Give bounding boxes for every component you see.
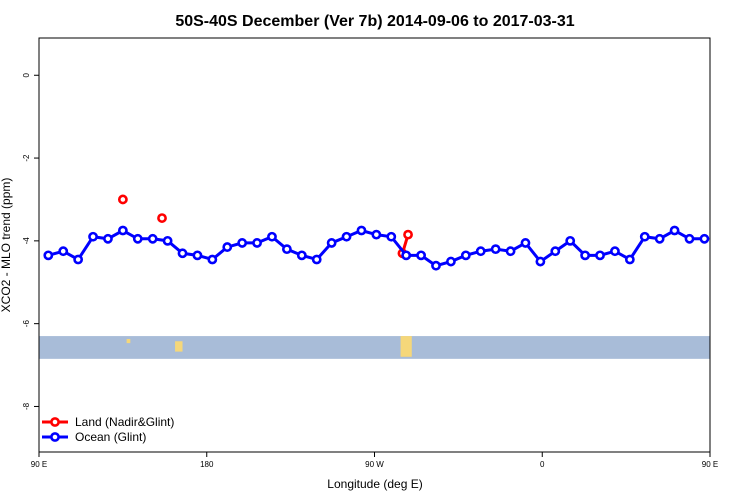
x-axis-label: Longitude (deg E) xyxy=(327,477,422,491)
data-point xyxy=(281,244,292,255)
data-point xyxy=(475,246,486,257)
y-tick-label: -2 xyxy=(22,154,31,162)
data-point xyxy=(296,250,307,261)
data-point xyxy=(177,248,188,259)
plot-area-frame xyxy=(38,37,711,453)
data-point xyxy=(639,231,650,242)
data-point xyxy=(162,235,173,246)
legend-label: Ocean (Glint) xyxy=(75,430,146,444)
map-land-patch xyxy=(400,336,412,357)
y-tick-label: -8 xyxy=(22,402,31,410)
legend: Land (Nadir&Glint)Ocean (Glint) xyxy=(42,415,174,444)
y-axis: 0 -2 -4 -6 -8 xyxy=(22,72,39,410)
data-point xyxy=(610,246,620,257)
data-point xyxy=(88,231,98,242)
x-tick-label: 90 E xyxy=(31,460,47,469)
data-point xyxy=(431,260,441,271)
data-point xyxy=(460,250,471,261)
map-ocean xyxy=(39,336,710,359)
y-axis-label: XCO2 - MLO trend (ppm) xyxy=(0,178,13,313)
data-point xyxy=(267,231,277,242)
data-point xyxy=(416,250,426,261)
x-tick-label: 180 xyxy=(200,460,214,469)
data-point xyxy=(490,244,501,255)
data-point xyxy=(403,229,413,240)
x-tick-label: 90 W xyxy=(365,460,384,469)
data-point xyxy=(669,225,680,236)
data-point xyxy=(654,233,665,244)
map-strip xyxy=(39,336,710,359)
x-tick-label: 0 xyxy=(540,460,545,469)
x-axis: 90 E 180 90 W 0 90 E xyxy=(31,452,718,469)
map-land-patch xyxy=(126,338,131,344)
legend-label: Land (Nadir&Glint) xyxy=(75,415,174,429)
data-point xyxy=(326,238,337,248)
data-point xyxy=(117,225,128,236)
y-tick-label: 0 xyxy=(22,72,31,77)
data-point xyxy=(132,233,143,244)
data-point xyxy=(73,254,84,265)
data-point xyxy=(147,233,158,244)
data-point xyxy=(58,246,69,257)
data-point xyxy=(311,254,322,265)
data-point xyxy=(580,250,591,261)
data-point xyxy=(386,231,397,242)
data-point xyxy=(446,256,456,267)
data-point xyxy=(505,246,516,257)
data-point xyxy=(192,250,203,261)
y-tick-label: -4 xyxy=(22,237,31,245)
data-point xyxy=(222,242,233,252)
data-point xyxy=(157,213,167,223)
data-point xyxy=(520,238,531,248)
legend-swatch-marker xyxy=(50,417,60,427)
legend-swatch-marker xyxy=(50,432,60,442)
data-point xyxy=(550,246,561,257)
data-point xyxy=(684,233,695,244)
data-point xyxy=(401,250,412,261)
data-point xyxy=(535,256,546,267)
data-point xyxy=(341,231,352,242)
data-point xyxy=(356,225,367,236)
data-point xyxy=(595,250,605,261)
data-point xyxy=(624,254,635,265)
map-land-patch xyxy=(175,341,183,352)
y-tick-label: -6 xyxy=(22,320,31,328)
data-point xyxy=(43,250,54,261)
chart-title: 50S-40S December (Ver 7b) 2014-09-06 to … xyxy=(175,13,574,30)
x-tick-label: 90 E xyxy=(702,460,718,469)
series-layer xyxy=(43,194,710,271)
data-point xyxy=(117,194,128,205)
data-point xyxy=(699,233,710,244)
data-point xyxy=(371,229,382,240)
data-point xyxy=(565,235,576,246)
data-point xyxy=(252,238,262,248)
data-point xyxy=(207,254,218,265)
data-point xyxy=(103,233,113,244)
data-point xyxy=(237,238,248,248)
